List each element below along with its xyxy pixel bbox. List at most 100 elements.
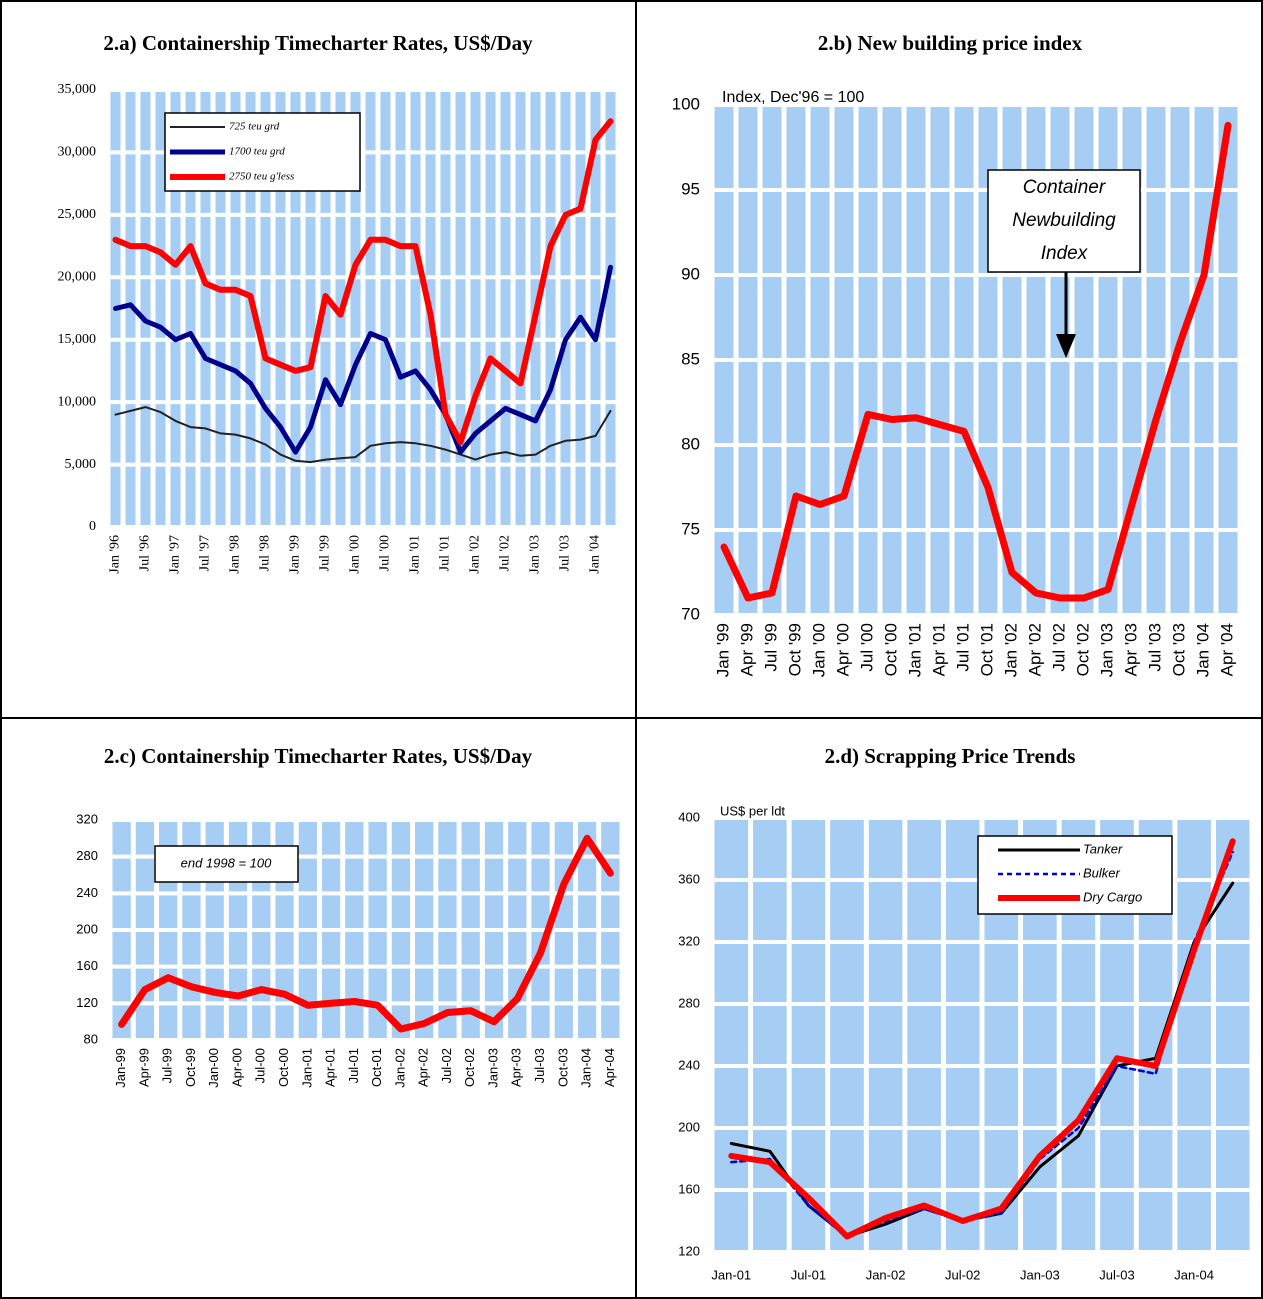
x-tick-label: Jul '00: [378, 535, 393, 571]
y-tick-label: 280: [678, 995, 700, 1010]
annotation: Newbuilding: [1012, 210, 1116, 231]
column-gap: [420, 90, 426, 527]
column-gap: [495, 90, 501, 527]
y-tick-label: 200: [678, 1119, 700, 1134]
column-gap: [940, 818, 946, 1252]
column-gap: [585, 90, 591, 527]
y-tick-label: 25,000: [58, 207, 97, 222]
column-gap: [315, 90, 321, 527]
x-tick-label: Jan '99: [288, 535, 303, 574]
column-gap: [405, 90, 411, 527]
column-gap: [1249, 818, 1255, 1252]
y-tick-label: 160: [76, 958, 98, 973]
x-tick-label: Oct-03: [555, 1048, 570, 1087]
column-gap: [480, 90, 486, 527]
x-tick-label: Apr '03: [1121, 623, 1140, 676]
y-tick-label: 20,000: [58, 270, 97, 285]
x-tick-label: Jul-03: [532, 1048, 547, 1083]
column-gap: [300, 90, 306, 527]
x-tick-label: Jul-99: [160, 1048, 175, 1083]
y-tick-label: 15,000: [58, 332, 97, 347]
y-tick-label: 400: [678, 809, 700, 824]
x-tick-label: Jan '00: [348, 535, 363, 574]
y-tick-label: 280: [76, 848, 98, 863]
column-gap: [285, 90, 291, 527]
panel-title: 2.c) Containership Timecharter Rates, US…: [104, 744, 533, 768]
y-tick-label: 5,000: [65, 457, 97, 472]
column-gap: [270, 90, 276, 527]
x-tick-label: Apr-02: [416, 1048, 431, 1087]
x-tick-label: Jul '98: [258, 535, 273, 571]
column-gap: [786, 818, 792, 1252]
y-tick-label: 75: [681, 519, 700, 538]
x-tick-label: Apr-04: [602, 1048, 617, 1087]
x-tick-label: Jan '03: [528, 535, 543, 574]
x-tick-label: Jul '03: [558, 535, 573, 571]
y-tick-label: 120: [678, 1243, 700, 1258]
y-tick-label: 100: [672, 94, 700, 113]
column-gap: [375, 90, 381, 527]
x-tick-label: Oct-02: [462, 1048, 477, 1087]
series-line: [720, 121, 1232, 602]
annotation: Index, Dec'96 = 100: [722, 89, 864, 106]
series-line: [728, 838, 1236, 1240]
x-tick-label: Oct '00: [881, 623, 900, 676]
x-tick-label: Jul '03: [1145, 623, 1164, 672]
x-tick-label: Apr '01: [929, 623, 948, 676]
x-tick-label: Jan '01: [408, 535, 423, 574]
x-tick-label: Oct '01: [977, 623, 996, 676]
x-tick-label: Jan-00: [206, 1048, 221, 1088]
annotation: Container: [1023, 177, 1106, 198]
column-gap: [225, 90, 231, 527]
column-gap: [105, 90, 111, 527]
column-gap: [570, 90, 576, 527]
legend-label: 2750 teu g'less: [229, 171, 294, 183]
x-tick-label: Apr-03: [509, 1048, 524, 1087]
x-tick-label: Oct-01: [369, 1048, 384, 1087]
y-tick-label: 0: [89, 519, 96, 534]
panel-title: 2.b) New building price index: [818, 31, 1083, 55]
column-gap: [1133, 818, 1139, 1252]
y-tick-label: 30,000: [58, 145, 97, 160]
x-tick-label: Jul '96: [138, 535, 153, 571]
x-tick-label: Jul '99: [761, 623, 780, 672]
y-tick-label: 85: [681, 349, 700, 368]
x-tick-label: Jan '98: [228, 535, 243, 574]
x-tick-label: Apr '04: [1217, 623, 1236, 676]
x-tick-label: Jan '02: [1001, 623, 1020, 677]
annotation: end 1998 = 100: [181, 855, 272, 870]
panel-title: 2.a) Containership Timecharter Rates, US…: [103, 31, 533, 55]
legend-label: Tanker: [1083, 841, 1123, 856]
y-tick-label: 80: [84, 1031, 98, 1046]
column-gap: [135, 90, 141, 527]
y-tick-label: 80: [681, 434, 700, 453]
y-tick-label: 320: [76, 811, 98, 826]
legend-label: 1700 teu grd: [229, 146, 285, 158]
column-gap: [435, 90, 441, 527]
x-tick-label: Oct-99: [183, 1048, 198, 1087]
x-tick-label: Apr '00: [833, 623, 852, 676]
x-tick-label: Jan-01: [711, 1267, 751, 1282]
column-gap: [345, 90, 351, 527]
annotation-box: [987, 169, 1141, 273]
column-gap: [210, 90, 216, 527]
annotation: US$ per ldt: [720, 803, 785, 818]
x-tick-label: Jan-02: [392, 1048, 407, 1088]
x-tick-label: Oct '03: [1169, 623, 1188, 676]
x-tick-label: Jan '01: [905, 623, 924, 677]
x-tick-label: Jan-03: [485, 1048, 500, 1088]
x-tick-label: Jan-04: [1174, 1267, 1214, 1282]
x-tick-label: Jan-03: [1020, 1267, 1060, 1282]
x-tick-label: Jan '03: [1097, 623, 1116, 677]
x-tick-label: Jul '99: [318, 535, 333, 571]
x-tick-label: Jul-00: [253, 1048, 268, 1083]
series-line: [114, 406, 612, 464]
column-gap: [555, 90, 561, 527]
x-tick-label: Jul '02: [1049, 623, 1068, 672]
column-gap: [465, 90, 471, 527]
legend-label: Bulker: [1083, 865, 1121, 880]
column-gap: [150, 90, 156, 527]
y-tick-label: 160: [678, 1181, 700, 1196]
column-gap: [180, 90, 186, 527]
